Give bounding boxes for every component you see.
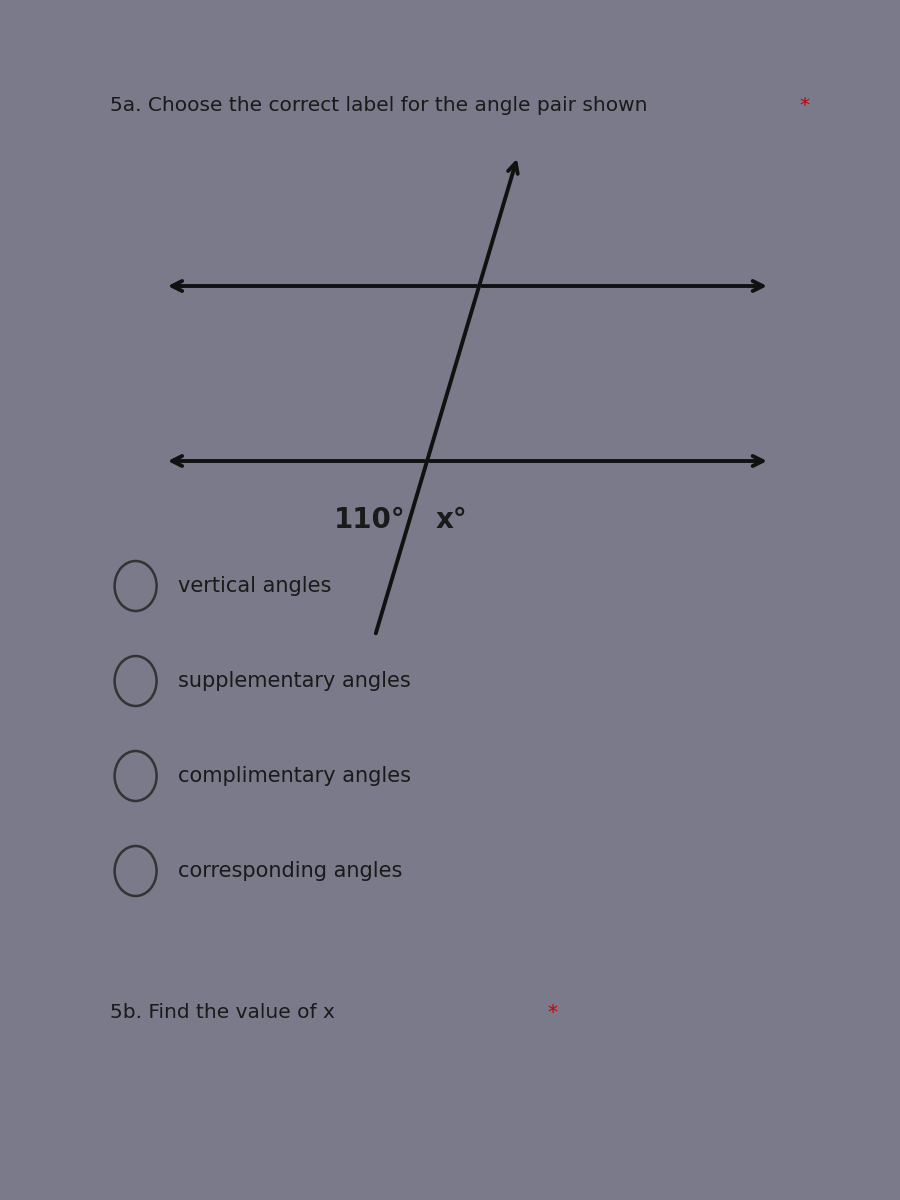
Text: x°: x°: [436, 506, 467, 534]
Text: 110°: 110°: [334, 506, 406, 534]
Text: corresponding angles: corresponding angles: [177, 862, 402, 881]
Text: vertical angles: vertical angles: [177, 576, 331, 596]
Text: 5a. Choose the correct label for the angle pair shown: 5a. Choose the correct label for the ang…: [111, 96, 648, 115]
Text: 5b. Find the value of x: 5b. Find the value of x: [111, 1003, 336, 1021]
Text: *: *: [547, 1003, 557, 1021]
Text: supplementary angles: supplementary angles: [177, 671, 410, 691]
Text: *: *: [799, 96, 809, 115]
Text: complimentary angles: complimentary angles: [177, 766, 410, 786]
